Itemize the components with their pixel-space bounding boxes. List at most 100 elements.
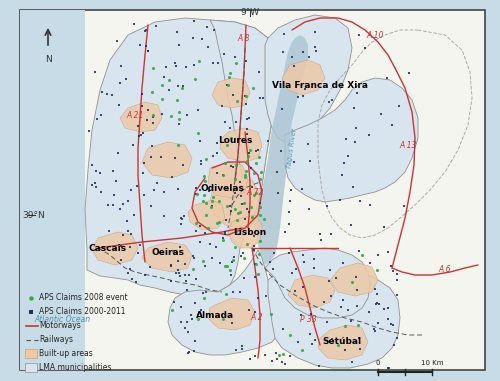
Point [184,287,192,293]
Point [150,187,158,193]
Point [352,125,360,131]
Point [246,355,254,362]
Point [208,203,216,210]
Text: A 8: A 8 [238,34,250,43]
Point [117,63,125,69]
Point [109,202,117,208]
Point [197,161,205,167]
Point [272,356,280,362]
Text: A 21: A 21 [126,110,144,120]
Point [182,64,190,70]
Point [92,168,100,174]
Text: Setúbal: Setúbal [322,338,362,346]
Point [327,231,335,237]
Point [278,106,286,112]
Point [144,48,152,54]
Point [278,325,286,331]
Point [254,271,262,277]
Point [240,255,248,261]
Point [242,58,250,64]
Point [134,250,141,256]
Point [219,173,227,179]
Text: Atlantic Ocean: Atlantic Ocean [34,315,90,325]
Point [178,319,186,325]
Point [219,237,227,243]
Point [147,154,155,160]
Point [130,21,138,27]
Point [248,184,256,190]
Point [384,316,392,322]
Point [124,218,132,224]
Point [90,180,98,186]
Point [218,102,226,109]
Point [311,43,319,50]
Point [112,178,120,184]
Point [164,77,172,83]
Point [228,92,236,98]
Point [218,315,226,322]
Point [250,247,258,253]
Point [370,325,378,331]
Point [256,238,264,244]
Point [196,223,204,229]
Polygon shape [120,102,162,132]
Point [344,307,352,313]
Point [292,288,300,294]
Text: 10 Km: 10 Km [421,360,444,366]
Point [376,301,384,307]
Point [353,303,361,309]
Point [234,210,242,216]
Polygon shape [265,248,370,318]
Point [354,322,362,328]
Point [160,189,168,195]
Point [236,179,244,185]
Point [174,270,182,276]
Point [245,115,253,121]
Point [278,359,286,365]
Point [170,60,178,66]
Text: Tagus River: Tagus River [286,127,298,169]
Point [305,207,313,213]
Point [314,363,322,369]
Point [182,278,190,284]
Point [374,291,382,297]
Text: Built-up areas: Built-up areas [39,349,93,359]
Point [351,139,359,145]
Point [285,221,293,227]
Point [210,27,218,33]
Point [342,136,350,142]
Point [209,152,217,158]
Point [288,187,296,194]
Point [322,203,330,209]
Point [213,170,221,176]
Point [176,221,184,227]
Point [160,74,168,80]
Point [224,142,232,148]
Point [277,148,285,154]
Point [254,154,262,160]
Point [370,287,378,293]
Point [306,331,314,337]
Point [221,119,229,125]
Point [138,103,146,109]
Point [384,365,392,371]
Point [119,232,127,238]
Point [348,359,356,365]
Point [352,287,360,293]
Point [172,63,180,69]
Polygon shape [210,178,260,228]
Point [272,350,280,356]
Point [230,254,238,260]
Point [246,147,254,153]
Point [393,335,401,341]
Point [373,300,381,306]
Point [189,253,197,259]
Point [104,91,112,97]
Point [288,270,296,276]
Text: Lisbon: Lisbon [234,227,266,237]
Point [141,272,149,278]
Point [242,241,250,247]
Point [242,207,250,213]
Point [326,267,334,273]
Point [224,82,232,88]
